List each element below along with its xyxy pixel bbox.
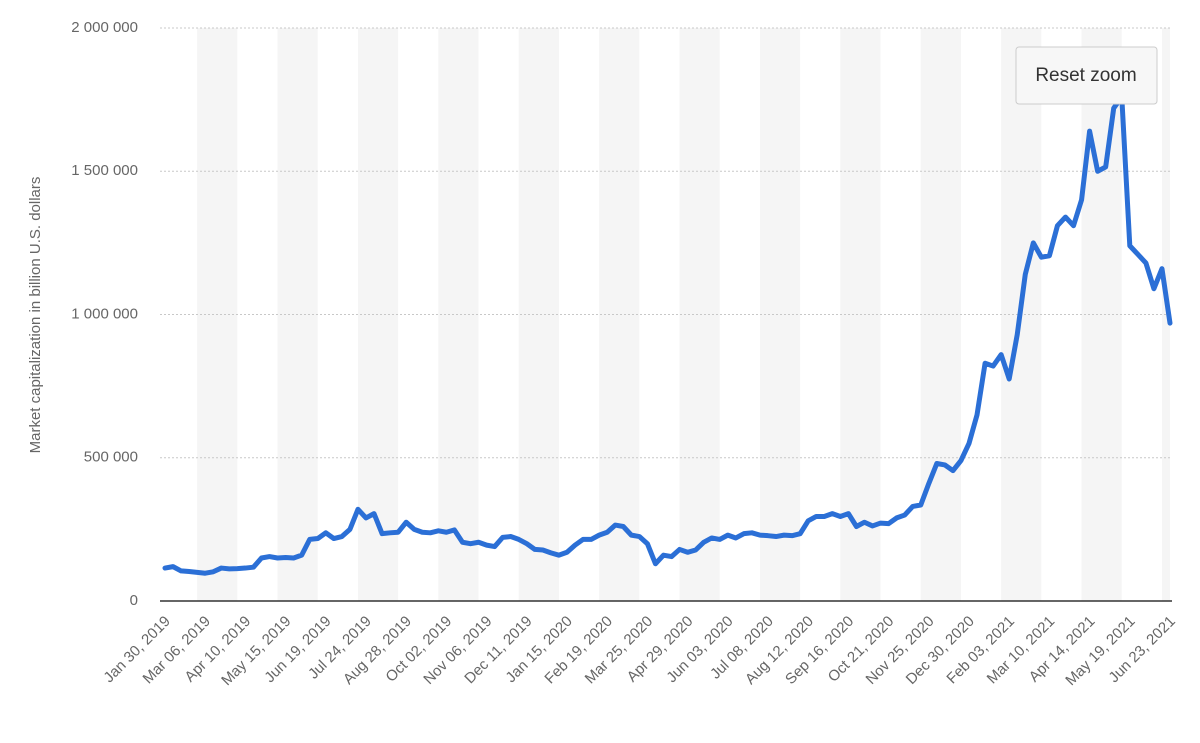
y-tick-label: 500 000 bbox=[84, 449, 138, 466]
y-tick-label: 1 000 000 bbox=[71, 305, 138, 322]
y-tick-label: 2 000 000 bbox=[71, 19, 138, 36]
y-tick-label: 1 500 000 bbox=[71, 162, 138, 179]
y-axis-label: Market capitalization in billion U.S. do… bbox=[27, 177, 44, 454]
button-label[interactable]: Reset zoom bbox=[1035, 65, 1136, 86]
button-background[interactable] bbox=[1015, 46, 1158, 105]
reset-zoom-button[interactable]: Reset zoom bbox=[1015, 46, 1158, 105]
y-tick-label: 0 bbox=[130, 592, 138, 609]
data-line bbox=[162, 94, 1173, 576]
